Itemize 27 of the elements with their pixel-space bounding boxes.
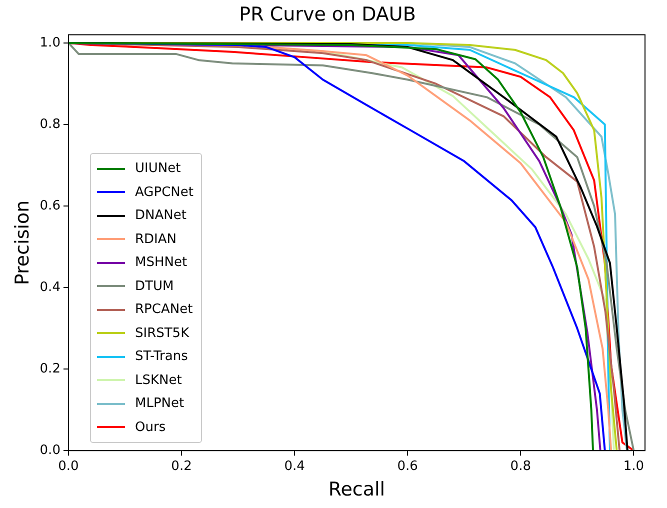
x-tick-label: 0.4 [284,458,305,474]
legend-label: MSHNet [135,255,188,270]
legend-label: Ours [135,420,166,435]
y-tick-label: 1.0 [40,35,60,50]
legend-label: AGPCNet [135,184,194,200]
legend-label: UIUNet [135,161,181,176]
y-tick-label: 0.8 [40,116,60,132]
x-tick-label: 0.8 [510,458,531,474]
legend-label: ST-Trans [135,349,188,364]
legend-label: DTUM [135,278,174,294]
x-tick-label: 0.6 [397,458,418,474]
y-tick-label: 0.0 [40,442,60,458]
legend-label: MLPNet [135,396,184,412]
legend-label: SIRST5K [135,326,190,341]
x-axis-title: Recall [328,478,386,501]
y-tick-label: 0.2 [40,361,60,376]
legend-label: RPCANet [135,302,193,318]
x-tick-label: 0.2 [171,458,192,474]
chart-title: PR Curve on DAUB [239,3,416,26]
legend-label: DNANet [135,208,186,224]
legend-label: LSKNet [135,372,182,388]
x-tick-label: 1.0 [623,458,644,474]
y-tick-label: 0.6 [40,198,60,214]
y-tick-label: 0.4 [40,280,60,295]
legend-label: RDIAN [135,232,176,247]
y-axis-title: Precision [11,200,34,286]
x-tick-label: 0.0 [58,458,79,474]
